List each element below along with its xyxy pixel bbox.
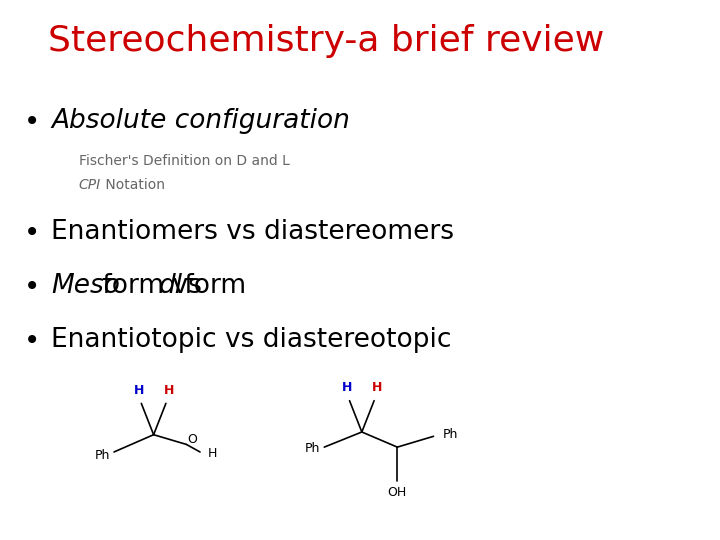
Text: •: • bbox=[24, 327, 40, 355]
Text: Notation: Notation bbox=[101, 178, 165, 192]
Text: Stereochemistry-a brief review: Stereochemistry-a brief review bbox=[48, 24, 604, 58]
Text: H: H bbox=[133, 384, 144, 397]
Text: form vs: form vs bbox=[94, 273, 210, 299]
Text: OH: OH bbox=[387, 486, 407, 499]
Text: dl: dl bbox=[159, 273, 183, 299]
Text: CPI: CPI bbox=[78, 178, 101, 192]
Text: H: H bbox=[372, 381, 382, 394]
Text: Ph: Ph bbox=[442, 428, 458, 441]
Text: Ph: Ph bbox=[305, 442, 320, 455]
Text: form: form bbox=[176, 273, 246, 299]
Text: Enantiotopic vs diastereotopic: Enantiotopic vs diastereotopic bbox=[51, 327, 451, 353]
Text: •: • bbox=[24, 108, 40, 136]
Text: H: H bbox=[341, 381, 352, 394]
Text: Ph: Ph bbox=[95, 449, 110, 462]
Text: •: • bbox=[24, 273, 40, 301]
Text: Meso: Meso bbox=[51, 273, 120, 299]
Text: Absolute configuration: Absolute configuration bbox=[51, 108, 350, 134]
Text: O: O bbox=[188, 433, 197, 446]
Text: Fischer's Definition on D and L: Fischer's Definition on D and L bbox=[78, 154, 289, 168]
Text: •: • bbox=[24, 219, 40, 247]
Text: H: H bbox=[163, 384, 174, 397]
Text: Enantiomers vs diastereomers: Enantiomers vs diastereomers bbox=[51, 219, 454, 245]
Text: H: H bbox=[208, 447, 217, 460]
